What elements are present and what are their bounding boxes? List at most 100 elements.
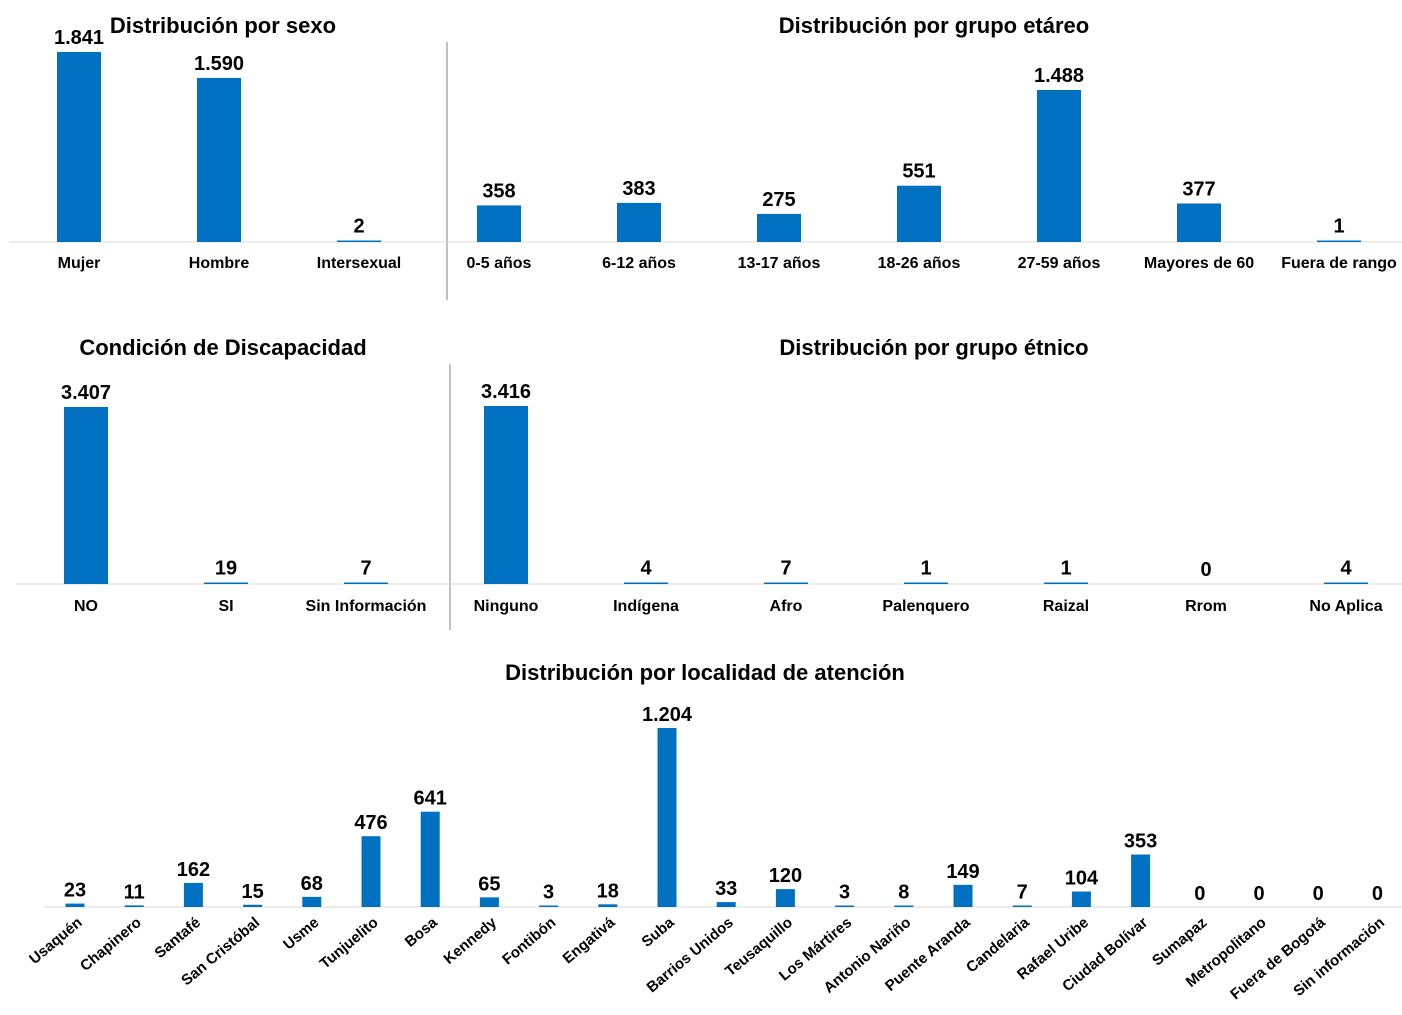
value-label-etareo-5: 377 [1182, 178, 1215, 200]
value-label-etnico-0: 3.416 [481, 381, 531, 403]
bar-local-17 [1071, 891, 1091, 907]
category-label-disc-1: SI [218, 598, 233, 615]
value-label-local-9: 18 [597, 880, 619, 902]
chart-title-sexo: Distribución por sexo [110, 13, 336, 38]
value-label-local-15: 149 [946, 861, 979, 883]
bar-local-5 [361, 836, 381, 907]
category-label-local-9: Engativá [560, 914, 619, 968]
bar-etnico-3 [904, 582, 948, 584]
value-label-disc-2: 7 [360, 558, 371, 580]
category-label-local-10: Suba [639, 914, 679, 951]
category-label-etnico-1: Indígena [613, 598, 679, 615]
bar-local-12 [775, 889, 795, 907]
bar-etareo-0 [477, 205, 521, 242]
value-label-sexo-2: 2 [353, 216, 364, 238]
category-label-local-2: Santafé [152, 914, 204, 962]
value-label-etareo-1: 383 [622, 178, 655, 200]
bar-local-14 [894, 905, 914, 907]
category-label-etnico-0: Ninguno [474, 598, 539, 615]
category-label-etnico-4: Raizal [1043, 598, 1089, 615]
value-label-local-3: 15 [241, 881, 263, 903]
value-label-local-11: 33 [715, 878, 737, 900]
category-label-sexo-1: Hombre [189, 255, 250, 272]
category-label-local-0: Usaquén [26, 914, 85, 968]
bar-local-2 [183, 882, 203, 907]
bar-local-4 [302, 896, 322, 907]
bar-etareo-4 [1037, 90, 1081, 242]
category-label-disc-2: Sin Información [306, 598, 427, 615]
value-label-sexo-1: 1.590 [194, 53, 244, 75]
category-label-etareo-0: 0-5 años [467, 255, 532, 272]
chart-title-local: Distribución por localidad de atención [505, 660, 905, 685]
value-label-etnico-4: 1 [1060, 558, 1071, 580]
bar-etnico-1 [624, 582, 668, 584]
bar-local-9 [598, 904, 618, 907]
category-label-etareo-3: 18-26 años [878, 255, 961, 272]
category-label-local-6: Bosa [402, 914, 442, 951]
value-label-etareo-2: 275 [762, 189, 795, 211]
value-label-local-17: 104 [1065, 868, 1099, 890]
value-label-etareo-3: 551 [902, 161, 935, 183]
value-label-local-12: 120 [769, 865, 802, 887]
value-label-local-5: 476 [354, 812, 387, 834]
bar-local-3 [243, 904, 263, 907]
bar-etnico-6 [1324, 582, 1368, 584]
value-label-sexo-0: 1.841 [54, 27, 104, 49]
category-label-etnico-6: No Aplica [1309, 598, 1382, 615]
bar-local-16 [1012, 905, 1032, 907]
category-label-etareo-4: 27-59 años [1018, 255, 1101, 272]
bar-local-15 [953, 884, 973, 907]
category-label-local-7: Kennedy [441, 914, 501, 968]
bar-local-6 [420, 811, 440, 907]
value-label-disc-0: 3.407 [61, 382, 111, 404]
bar-etareo-2 [757, 213, 801, 242]
value-label-local-14: 8 [898, 882, 909, 904]
value-label-local-18: 353 [1124, 831, 1157, 853]
value-label-local-16: 7 [1017, 882, 1028, 904]
value-label-local-4: 68 [301, 873, 323, 895]
category-label-local-8: Fontibón [499, 914, 559, 968]
bar-local-8 [539, 905, 559, 907]
category-label-etareo-2: 13-17 años [738, 255, 821, 272]
value-label-local-10: 1.204 [642, 704, 693, 726]
bar-disc-0 [64, 407, 108, 584]
chart-title-etareo: Distribución por grupo etáreo [779, 13, 1089, 38]
value-label-etareo-4: 1.488 [1034, 65, 1084, 87]
bar-etnico-4 [1044, 582, 1088, 584]
value-label-local-8: 3 [543, 882, 554, 904]
value-label-local-13: 3 [839, 882, 850, 904]
value-label-local-22: 0 [1372, 883, 1383, 905]
value-label-local-21: 0 [1313, 883, 1324, 905]
bar-sexo-0 [57, 52, 101, 242]
bar-etnico-2 [764, 582, 808, 584]
value-label-local-7: 65 [478, 873, 500, 895]
category-label-etnico-3: Palenquero [882, 598, 969, 615]
value-label-etareo-6: 1 [1333, 216, 1344, 238]
category-label-local-1: Chapinero [77, 914, 145, 975]
bar-etareo-3 [897, 185, 941, 242]
value-label-disc-1: 19 [215, 558, 237, 580]
bar-etareo-6 [1317, 240, 1361, 242]
bar-disc-2 [344, 582, 388, 584]
value-label-etnico-2: 7 [780, 558, 791, 580]
bar-local-18 [1131, 854, 1151, 907]
chart-title-disc: Condición de Discapacidad [79, 335, 366, 360]
category-label-local-5: Tunjuelito [317, 914, 382, 972]
category-label-local-4: Usme [280, 914, 322, 953]
value-label-local-20: 0 [1253, 883, 1264, 905]
category-label-etnico-2: Afro [770, 598, 803, 615]
chart-title-etnico: Distribución por grupo étnico [779, 335, 1088, 360]
bar-local-0 [65, 903, 85, 907]
value-label-local-0: 23 [64, 880, 86, 902]
bar-local-13 [835, 905, 855, 907]
category-label-sexo-0: Mujer [58, 255, 101, 272]
bar-etnico-0 [484, 406, 528, 584]
value-label-etnico-3: 1 [920, 558, 931, 580]
category-label-etnico-5: Rrom [1185, 598, 1227, 615]
category-label-etareo-6: Fuera de rango [1281, 255, 1397, 272]
bar-local-7 [479, 897, 499, 907]
value-label-local-6: 641 [414, 788, 447, 810]
value-label-etareo-0: 358 [482, 180, 515, 202]
value-label-local-19: 0 [1194, 883, 1205, 905]
